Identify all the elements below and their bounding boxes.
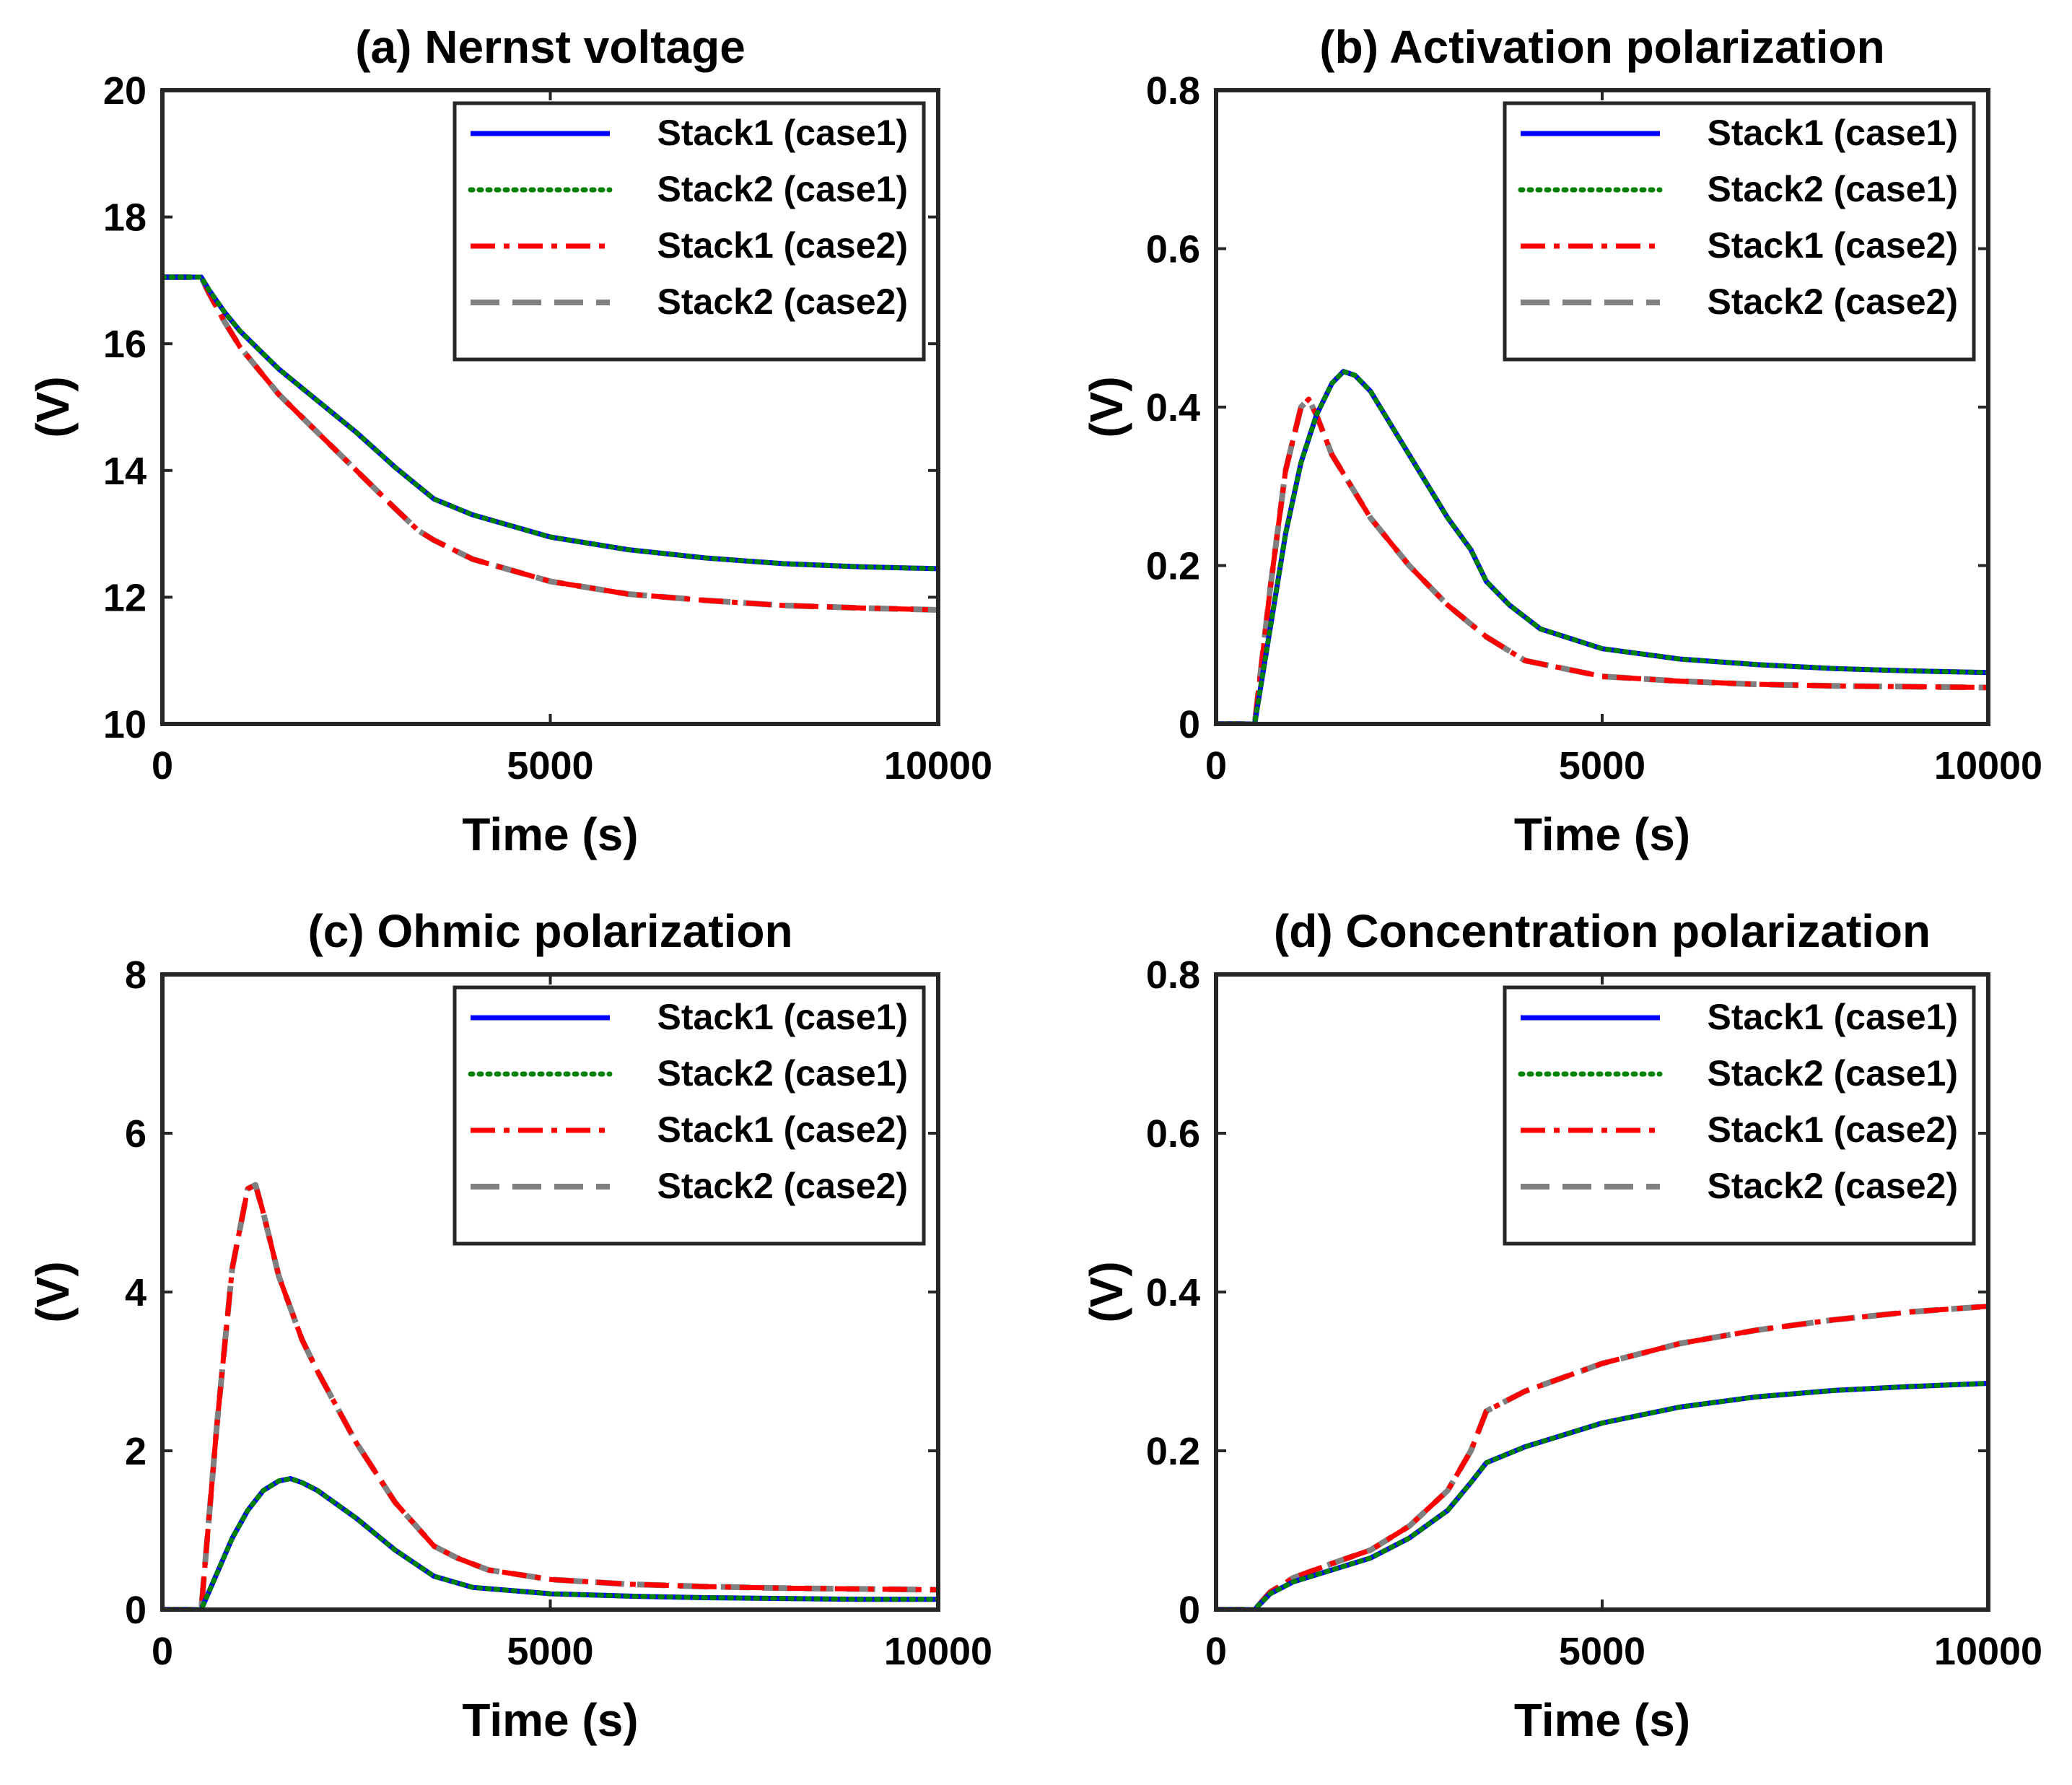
x-tick-label: 5000 <box>507 744 593 787</box>
series-group <box>1216 1303 1988 1610</box>
y-tick-label: 6 <box>125 1112 147 1156</box>
chart-panel-1: (a) Nernst voltage 0 5000 10000 10 12 14 16 18 20… <box>27 21 992 860</box>
x-tick-label: 5000 <box>1559 744 1645 787</box>
legend-label: Stack1 (case2) <box>1708 1109 1958 1150</box>
legend-label: Stack1 (case1) <box>657 997 908 1037</box>
legend-label: Stack1 (case2) <box>657 225 908 266</box>
y-tick-label: 0 <box>1179 703 1200 746</box>
x-tick-label: 10000 <box>1934 1630 2042 1673</box>
y-tick-label: 2 <box>125 1430 147 1473</box>
chart-panel-3: (c) Ohmic polarization 0 5000 10000 0 2 4 6 8 Tim… <box>27 905 992 1746</box>
y-tick-label: 0 <box>1179 1589 1200 1632</box>
legend-label: Stack2 (case1) <box>1708 169 1958 209</box>
legend-box <box>1503 101 1976 362</box>
x-tick-label: 0 <box>1205 744 1227 787</box>
y-axis-label: (V) <box>27 376 79 437</box>
legend-label: Stack2 (case2) <box>657 1166 908 1206</box>
series-group <box>162 274 938 613</box>
y-tick-label: 8 <box>125 953 147 997</box>
x-axis-label: Time (s) <box>1514 1694 1690 1746</box>
y-tick-label: 0.6 <box>1146 228 1200 271</box>
x-axis-label: Time (s) <box>1514 808 1690 860</box>
x-tick-label: 0 <box>152 1630 173 1673</box>
series-group <box>1216 369 1988 724</box>
series-group <box>162 1182 938 1610</box>
x-tick-label: 10000 <box>1934 744 2042 787</box>
x-tick-label: 0 <box>152 744 173 787</box>
y-tick-label: 0 <box>125 1589 147 1632</box>
legend: Stack1 (case1) Stack2 (case1) Stack1 (case… <box>453 101 926 362</box>
legend-label: Stack1 (case2) <box>1708 225 1958 266</box>
y-tick-label: 10 <box>103 703 147 746</box>
series-line-stack1-case2 <box>162 1182 938 1610</box>
y-tick-label: 14 <box>103 450 147 493</box>
y-tick-label: 0.8 <box>1146 69 1200 113</box>
legend-label: Stack2 (case2) <box>657 282 908 322</box>
y-tick-label: 0.4 <box>1146 1271 1200 1314</box>
legend: Stack1 (case1) Stack2 (case1) Stack1 (case… <box>1503 101 1976 362</box>
legend-box <box>453 101 926 362</box>
chart-panel-2: (b) Activation polarization 0 5000 10000 0 0.… <box>1080 21 2042 860</box>
chart-title: (d) Concentration polarization <box>1274 905 1931 957</box>
series-line-stack2-case2 <box>1216 1303 1988 1610</box>
chart-title: (a) Nernst voltage <box>355 21 746 73</box>
y-axis-label: (V) <box>1080 1261 1132 1322</box>
y-axis-label: (V) <box>27 1261 79 1322</box>
chart-title: (c) Ohmic polarization <box>307 905 792 957</box>
legend: Stack1 (case1) Stack2 (case1) Stack1 (case… <box>453 985 926 1246</box>
legend-label: Stack2 (case2) <box>1708 282 1958 322</box>
y-axis-label: (V) <box>1080 376 1132 437</box>
series-line-stack1-case2 <box>162 274 938 613</box>
legend-label: Stack2 (case1) <box>657 169 908 209</box>
y-tick-label: 20 <box>103 69 147 113</box>
y-tick-label: 0.6 <box>1146 1112 1200 1156</box>
y-tick-label: 0.4 <box>1146 386 1200 429</box>
y-tick-label: 0.2 <box>1146 545 1200 588</box>
y-tick-label: 0.8 <box>1146 953 1200 997</box>
legend-label: Stack1 (case1) <box>1708 113 1958 153</box>
legend-label: Stack2 (case1) <box>1708 1053 1958 1094</box>
series-line-stack1-case2 <box>1216 396 1988 724</box>
series-line-stack2-case1 <box>1216 1381 1988 1610</box>
series-line-stack1-case2 <box>1216 1304 1988 1610</box>
x-tick-label: 10000 <box>884 1630 992 1673</box>
legend-label: Stack1 (case2) <box>657 1109 908 1150</box>
x-tick-label: 5000 <box>1559 1630 1645 1673</box>
chart-panel-4: (d) Concentration polarization 0 5000 10000… <box>1080 905 2042 1746</box>
legend-label: Stack1 (case1) <box>657 113 908 153</box>
x-axis-label: Time (s) <box>462 808 638 860</box>
x-tick-label: 0 <box>1205 1630 1227 1673</box>
y-tick-label: 4 <box>125 1271 147 1314</box>
legend-box <box>1503 985 1976 1246</box>
y-tick-label: 0.2 <box>1146 1430 1200 1473</box>
series-line-stack2-case1 <box>162 1476 938 1610</box>
y-tick-label: 12 <box>103 576 147 619</box>
x-tick-label: 5000 <box>507 1630 593 1673</box>
legend-label: Stack2 (case1) <box>657 1053 908 1094</box>
series-line-stack2-case1 <box>162 274 938 572</box>
x-axis-label: Time (s) <box>462 1694 638 1746</box>
x-tick-label: 10000 <box>884 744 992 787</box>
chart-title: (b) Activation polarization <box>1319 21 1884 73</box>
y-tick-label: 18 <box>103 196 147 240</box>
series-line-stack2-case1 <box>1216 369 1988 724</box>
legend-label: Stack1 (case1) <box>1708 997 1958 1037</box>
legend-box <box>453 985 926 1246</box>
legend-label: Stack2 (case2) <box>1708 1166 1958 1206</box>
y-tick-label: 16 <box>103 323 147 366</box>
legend: Stack1 (case1) Stack2 (case1) Stack1 (case… <box>1503 985 1976 1246</box>
